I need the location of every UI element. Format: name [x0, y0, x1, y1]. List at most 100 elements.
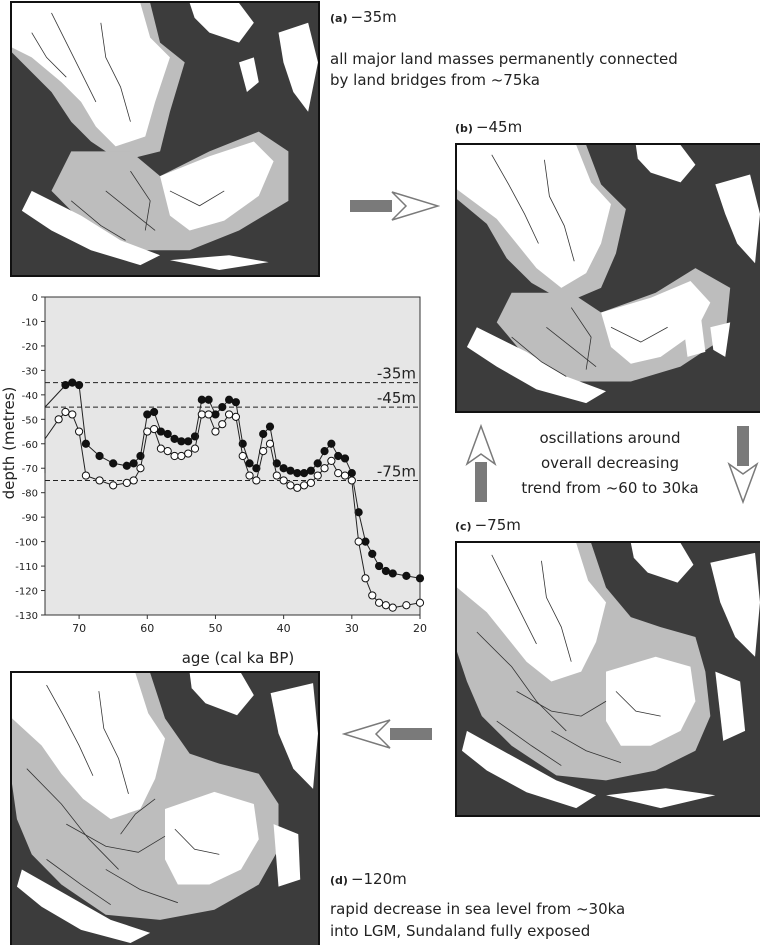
panel-a-note-line2: by land bridges from ~75ka	[330, 71, 540, 89]
series-0-point-14	[163, 429, 172, 439]
series-0-point-41	[347, 469, 356, 478]
series-1-point-18	[184, 449, 193, 458]
series-1-point-37	[313, 471, 322, 480]
series-1-point-33	[286, 481, 295, 490]
series-1-point-42	[347, 476, 356, 485]
y-tick-label-6: -60	[22, 440, 38, 451]
series-1-point-23	[218, 420, 227, 429]
panel-d-note-line1: rapid decrease in sea level from ~30ka	[330, 900, 626, 918]
series-1-point-43	[354, 537, 363, 546]
series-1-point-34	[293, 483, 302, 492]
series-0-point-31	[279, 464, 288, 473]
y-tick-label-1: -10	[22, 317, 38, 328]
series-0-point-37	[320, 447, 329, 456]
oscillation-note-line3: trend from ~60 to 30ka	[521, 479, 699, 497]
series-0-point-15	[170, 434, 179, 443]
y-axis-label: depth (metres)	[0, 387, 18, 500]
map-panel-b	[455, 143, 760, 413]
series-1-point-9	[122, 478, 131, 488]
arrow-up-icon	[465, 424, 497, 502]
x-tick-label-4: 30	[345, 622, 359, 635]
reference-lines: -35m -45m -75m	[45, 365, 420, 481]
series-1-point-8	[109, 481, 118, 490]
series-1-point-19	[190, 444, 200, 453]
series-0-point-20	[204, 395, 213, 404]
series-0-point-46	[381, 566, 391, 576]
series-1-point-22	[211, 427, 220, 436]
series-0-point-38	[327, 439, 336, 448]
series-0-point-9	[129, 459, 138, 468]
panel-d-note-line2: into LGM, Sundaland fully exposed	[330, 922, 591, 940]
oscillation-note-line1: oscillations around	[539, 429, 681, 447]
x-tick-label-3: 40	[277, 622, 291, 635]
series-1-point-17	[177, 451, 186, 461]
series-0-point-19	[197, 395, 206, 404]
series-0-point-47	[388, 569, 397, 578]
y-tick-label-12: -120	[15, 587, 38, 598]
y-tick-label-13: -130	[15, 611, 38, 622]
series-0-point-26	[245, 459, 254, 468]
series-0-point-36	[313, 459, 322, 468]
series-1-point-41	[340, 471, 350, 480]
series-1-point-6	[81, 471, 91, 480]
x-tick-label-5: 20	[413, 622, 427, 635]
series-0-point-35	[306, 466, 316, 475]
arrow-right-icon	[350, 191, 440, 221]
series-0-point-48	[402, 571, 411, 580]
series-1-point-38	[320, 464, 329, 473]
y-tick-label-4: -40	[22, 391, 38, 402]
series-0-point-7	[109, 459, 118, 468]
panel-d-depth: −120m	[350, 870, 407, 888]
reference-label-1: -45m	[377, 389, 416, 407]
map-b-graphic	[457, 145, 760, 411]
panel-a-depth: −35m	[350, 8, 397, 26]
map-panel-c	[455, 541, 760, 817]
series-0-point-17	[184, 437, 193, 446]
series-1-point-28	[252, 476, 261, 485]
y-tick-label-3: -30	[22, 366, 38, 377]
arrow-down-icon	[727, 426, 759, 504]
series-0-point-13	[156, 427, 166, 436]
panel-c-label: (c) −75m	[455, 516, 521, 534]
series-0-point-23	[224, 395, 234, 404]
plot-area	[44, 296, 421, 616]
series-1-point-11	[136, 464, 145, 473]
series-1-point-32	[279, 476, 288, 485]
map-a-graphic	[12, 3, 318, 275]
x-axis: 70 60 50 40 30 20	[72, 615, 427, 635]
x-tick-label-1: 60	[140, 622, 154, 635]
map-c-graphic	[457, 543, 760, 815]
series-0-point-2	[61, 380, 70, 390]
series-0-point-33	[293, 469, 302, 478]
map-panel-d	[10, 671, 320, 945]
series-0-point-6	[95, 451, 104, 461]
series-0-point-32	[286, 466, 295, 475]
series-1-point-24	[224, 410, 234, 419]
series-1-point-20	[197, 410, 206, 419]
series-1-point-27	[245, 471, 254, 480]
y-tick-label-8: -80	[22, 489, 38, 500]
series-1-point-2	[54, 415, 63, 424]
panel-c-letter: (c)	[455, 520, 472, 533]
series-0-point-29	[265, 422, 275, 431]
series-0-point-4	[74, 380, 84, 390]
series-1-point-13	[149, 424, 159, 434]
series-0-point-49	[415, 574, 425, 583]
series-1-point-12	[143, 427, 152, 436]
series-1-point-45	[368, 591, 377, 600]
y-tick-label-10: -100	[15, 538, 38, 549]
series-1-point-14	[156, 444, 166, 453]
series-0-point-39	[334, 451, 343, 461]
series-1-point-46	[374, 598, 384, 607]
y-tick-label-2: -20	[22, 342, 38, 353]
map-d-graphic	[12, 673, 318, 945]
panel-b-depth: −45m	[475, 118, 523, 136]
map-panel-a	[10, 1, 320, 277]
panel-d-label: (d) −120m	[330, 870, 407, 888]
x-tick-label-0: 70	[72, 622, 86, 635]
panel-a-letter: (a)	[330, 12, 348, 25]
series-0-point-3	[68, 378, 77, 387]
y-tick-label-9: -90	[22, 513, 38, 524]
y-tick-label-11: -110	[15, 562, 38, 573]
series-0-point-45	[374, 561, 384, 571]
